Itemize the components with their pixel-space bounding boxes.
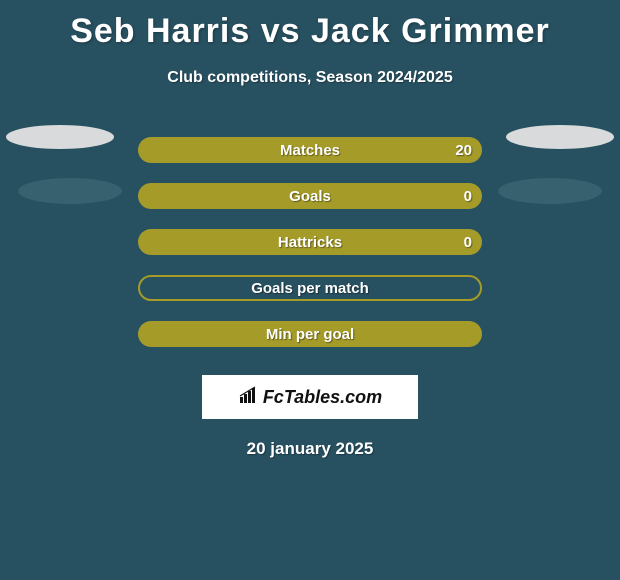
- stat-bar: Min per goal: [138, 321, 482, 347]
- stat-value: 0: [464, 234, 472, 251]
- stat-label: Goals: [289, 188, 331, 205]
- logo-text: FcTables.com: [263, 387, 382, 408]
- stat-label: Hattricks: [278, 234, 342, 251]
- subtitle: Club competitions, Season 2024/2025: [0, 69, 620, 87]
- stats-container: Matches 20 Goals 0 Hattricks 0 Goals per…: [0, 127, 620, 357]
- stat-value: 20: [455, 142, 472, 159]
- logo-box[interactable]: FcTables.com: [202, 375, 418, 419]
- stat-bar: Matches 20: [138, 137, 482, 163]
- chart-icon: [238, 386, 260, 409]
- stat-value: 0: [464, 188, 472, 205]
- stat-bar: Hattricks 0: [138, 229, 482, 255]
- page-title: Seb Harris vs Jack Grimmer: [0, 0, 620, 51]
- stat-row-hattricks: Hattricks 0: [0, 219, 620, 265]
- date-text: 20 january 2025: [0, 439, 620, 459]
- stat-row-min-per-goal: Min per goal: [0, 311, 620, 357]
- stat-label: Min per goal: [266, 326, 354, 343]
- stat-label: Goals per match: [251, 280, 369, 297]
- logo-content: FcTables.com: [238, 386, 382, 409]
- stat-bar: Goals 0: [138, 183, 482, 209]
- stat-row-matches: Matches 20: [0, 127, 620, 173]
- stat-label: Matches: [280, 142, 340, 159]
- stat-row-goals: Goals 0: [0, 173, 620, 219]
- stat-row-goals-per-match: Goals per match: [0, 265, 620, 311]
- stat-bar: Goals per match: [138, 275, 482, 301]
